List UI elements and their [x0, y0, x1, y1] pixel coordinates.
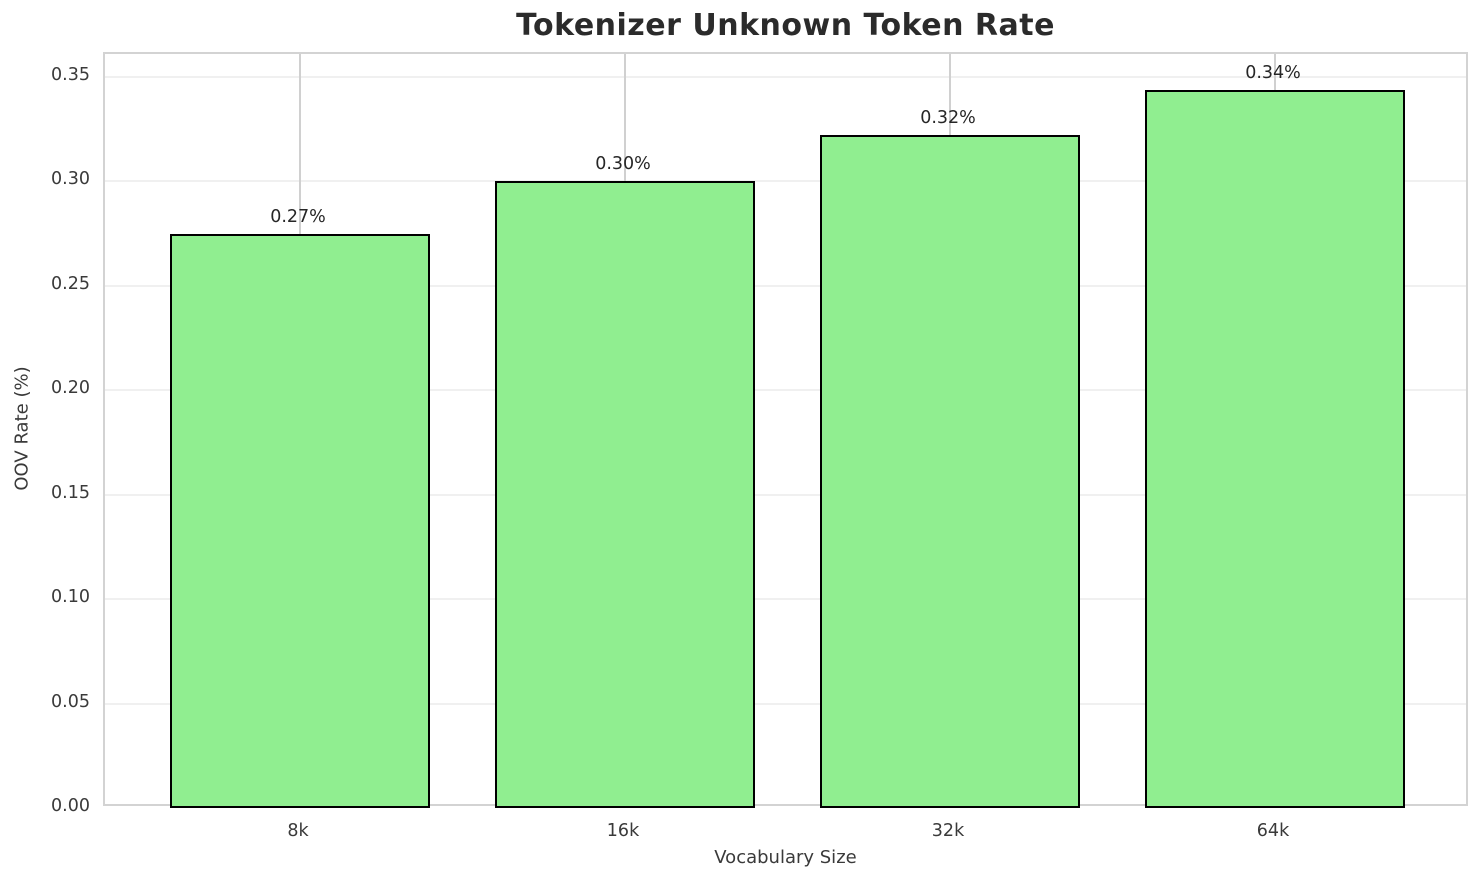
bar-value-label: 0.34% — [1245, 62, 1301, 83]
bar-value-label: 0.32% — [920, 108, 976, 129]
bar-value-label: 0.27% — [270, 206, 326, 227]
x-tick-label-8k: 8k — [287, 821, 309, 841]
chart-title: Tokenizer Unknown Token Rate — [516, 8, 1055, 43]
gridline-horizontal — [105, 180, 1466, 183]
plot-area — [103, 52, 1468, 808]
bar-8k — [170, 233, 430, 808]
bar-64k — [1145, 89, 1405, 808]
y-tick-label: 0.35 — [51, 64, 90, 85]
y-tick-label: 0.25 — [51, 273, 90, 294]
x-axis-label: Vocabulary Size — [714, 847, 857, 868]
bar-value-label: 0.30% — [595, 154, 651, 175]
gridline-horizontal — [105, 389, 1466, 392]
y-tick-label: 0.30 — [51, 169, 90, 190]
y-tick-label: 0.20 — [51, 378, 90, 399]
gridline-horizontal — [105, 702, 1466, 705]
gridline-horizontal — [105, 493, 1466, 496]
y-axis-label: OOV Rate (%) — [11, 366, 33, 491]
y-tick-label: 0.15 — [51, 482, 90, 503]
gridline-horizontal — [105, 598, 1466, 601]
bar-16k — [495, 181, 755, 808]
x-tick-label-16k: 16k — [606, 821, 640, 841]
gridline-horizontal — [105, 75, 1466, 78]
x-tick-label-64k: 64k — [1256, 821, 1290, 841]
y-tick-label: 0.00 — [51, 796, 90, 816]
y-tick-label: 0.10 — [51, 587, 90, 608]
bar-32k — [820, 135, 1080, 808]
gridline-horizontal — [105, 284, 1466, 287]
y-tick-label: 0.05 — [51, 691, 90, 712]
x-tick-label-32k: 32k — [931, 821, 965, 841]
